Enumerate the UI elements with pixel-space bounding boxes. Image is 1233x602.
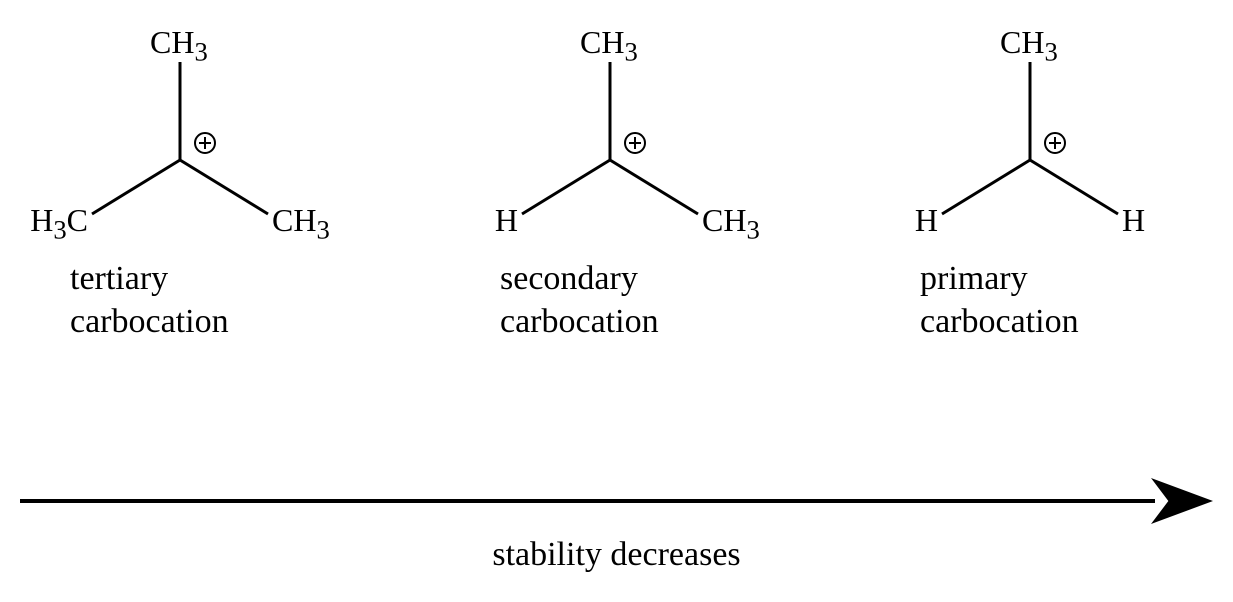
left-substituent-label: H: [915, 204, 938, 236]
molecule-primary: CH3 H H: [870, 20, 1190, 250]
caption-line-2: carbocation: [920, 303, 1079, 340]
structure-caption: tertiary carbocation: [20, 258, 340, 343]
structure-caption: secondary carbocation: [450, 258, 770, 343]
caption-line-1: secondary: [500, 260, 638, 297]
arrow-label: stability decreases: [0, 536, 1233, 574]
caption-line-2: carbocation: [500, 303, 659, 340]
left-substituent-label: H3C: [30, 204, 88, 243]
structure-secondary: CH3 H CH3 secondary carbocation: [450, 20, 770, 343]
positive-charge-icon: [1044, 132, 1066, 154]
caption-line-1: primary: [920, 260, 1028, 297]
right-substituent-label: H: [1122, 204, 1145, 236]
positive-charge-icon: [624, 132, 646, 154]
molecule-secondary: CH3 H CH3: [450, 20, 770, 250]
structure-caption: primary carbocation: [870, 258, 1190, 343]
right-substituent-label: CH3: [272, 204, 330, 243]
structure-primary: CH3 H H primary carbocation: [870, 20, 1190, 343]
diagram-canvas: CH3 H3C CH3 tertiary carbocation CH3 H C: [0, 0, 1233, 602]
positive-charge-icon: [194, 132, 216, 154]
structure-tertiary: CH3 H3C CH3 tertiary carbocation: [20, 20, 340, 343]
caption-line-1: tertiary: [70, 260, 168, 297]
top-substituent-label: CH3: [150, 26, 208, 65]
arrow-svg: [20, 478, 1213, 524]
caption-line-2: carbocation: [70, 303, 229, 340]
structures-row: CH3 H3C CH3 tertiary carbocation CH3 H C: [0, 20, 1233, 360]
left-substituent-label: H: [495, 204, 518, 236]
top-substituent-label: CH3: [1000, 26, 1058, 65]
stability-arrow: [20, 478, 1213, 524]
right-substituent-label: CH3: [702, 204, 760, 243]
molecule-tertiary: CH3 H3C CH3: [20, 20, 340, 250]
top-substituent-label: CH3: [580, 26, 638, 65]
